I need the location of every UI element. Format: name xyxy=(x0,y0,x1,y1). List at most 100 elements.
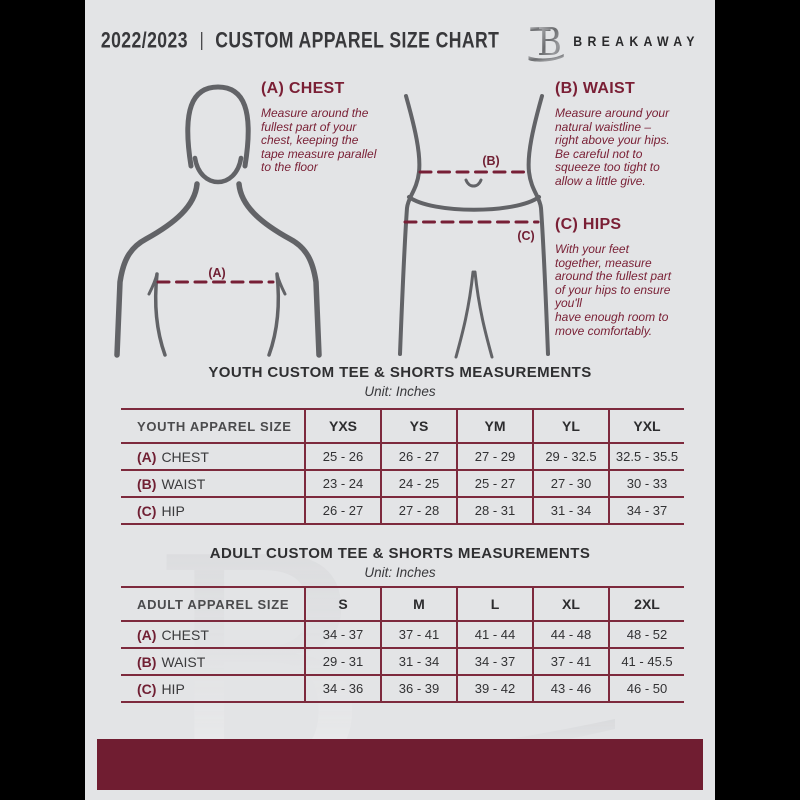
row-prefix: (A) xyxy=(137,448,157,465)
value-cell: 36 - 39 xyxy=(380,676,456,701)
row-label: (A) CHEST xyxy=(121,444,304,469)
adult-unit-label: Unit: Inches xyxy=(364,565,436,580)
youth-section-title: YOUTH CUSTOM TEE & SHORTS MEASUREMENTS xyxy=(208,364,592,381)
row-prefix: (B) xyxy=(137,653,157,670)
table-row-hip: (C) HIP 26 - 27 27 - 28 28 - 31 31 - 34 … xyxy=(121,496,684,523)
chest-figure: (A) xyxy=(114,84,322,358)
waist-heading: (B) WAIST xyxy=(555,80,636,97)
size-header-cell: 2XL xyxy=(608,588,684,620)
right-waist-outline xyxy=(526,94,550,356)
youth-header-row: YOUTH APPAREL SIZE YXS YS YM YL YXL xyxy=(121,410,684,442)
size-header-cell: M xyxy=(380,588,456,620)
value-cell: 23 - 24 xyxy=(304,471,380,496)
right-armpit-crease xyxy=(275,272,287,296)
hips-body: With your feet together, measure around … xyxy=(555,242,672,338)
chest-body: Measure around the fullest part of your … xyxy=(261,106,377,175)
footer-accent-bar xyxy=(97,739,703,790)
col-header-cell: YOUTH APPAREL SIZE xyxy=(137,418,292,434)
value-cell: 41 - 44 xyxy=(456,622,532,647)
chest-heading: (A) CHEST xyxy=(261,80,345,97)
title-divider: | xyxy=(199,30,204,51)
table-row-chest: (A) CHEST 34 - 37 37 - 41 41 - 44 44 - 4… xyxy=(121,620,684,647)
page-title: CUSTOM APPAREL SIZE CHART xyxy=(214,28,500,53)
masthead: 2022/2023 | CUSTOM APPAREL SIZE CHART B xyxy=(85,20,715,62)
size-header-cell: YS xyxy=(380,410,456,442)
waist-marker-label: (B) xyxy=(482,154,499,168)
row-label: (A) CHEST xyxy=(121,622,304,647)
row-prefix: (C) xyxy=(137,502,157,519)
left-armpit-crease xyxy=(147,272,159,296)
row-name: HIP xyxy=(161,502,185,519)
row-name: WAIST xyxy=(161,475,206,492)
hips-heading: (C) HIPS xyxy=(555,216,622,233)
left-shoulder-arm xyxy=(114,181,200,358)
chin-outline xyxy=(192,155,244,185)
value-cell: 29 - 31 xyxy=(304,649,380,674)
adult-header-row: ADULT APPAREL SIZE S M L XL 2XL xyxy=(121,588,684,620)
row-name: WAIST xyxy=(161,653,206,670)
waist-body: Measure around your natural waistline – … xyxy=(555,106,670,188)
chest-marker-label: (A) xyxy=(208,266,225,280)
row-prefix: (B) xyxy=(137,475,157,492)
value-cell: 26 - 27 xyxy=(304,498,380,523)
logo-swoosh xyxy=(528,54,564,62)
waist-hip-figure: (B) (C) xyxy=(398,94,550,359)
value-cell: 43 - 46 xyxy=(532,676,608,701)
row-name: CHEST xyxy=(161,626,209,643)
waist-instructions: (B) WAIST Measure around your natural wa… xyxy=(555,80,713,189)
value-cell: 27 - 28 xyxy=(380,498,456,523)
left-chest-line xyxy=(153,272,167,357)
size-header-cell: YM xyxy=(456,410,532,442)
youth-size-table: YOUTH APPAREL SIZE YXS YS YM YL YXL (A) … xyxy=(121,408,684,525)
value-cell: 48 - 52 xyxy=(608,622,684,647)
right-inner-leg xyxy=(473,270,494,359)
right-chest-line xyxy=(267,272,281,357)
hip-marker-label: (C) xyxy=(517,229,534,243)
table-row-waist: (B) WAIST 29 - 31 31 - 34 34 - 37 37 - 4… xyxy=(121,647,684,674)
hip-curve xyxy=(407,195,541,212)
col-header-cell: ADULT APPAREL SIZE xyxy=(137,596,290,612)
value-cell: 34 - 37 xyxy=(608,498,684,523)
season-label: 2022/2023 xyxy=(100,28,188,53)
left-inner-leg xyxy=(454,270,475,359)
brand-name: BREAKAWAY xyxy=(572,33,700,49)
table-row-waist: (B) WAIST 23 - 24 24 - 25 25 - 27 27 - 3… xyxy=(121,469,684,496)
row-name: CHEST xyxy=(161,448,209,465)
head-outline xyxy=(185,84,251,169)
value-cell: 29 - 32.5 xyxy=(532,444,608,469)
row-prefix: (A) xyxy=(137,626,157,643)
value-cell: 39 - 42 xyxy=(456,676,532,701)
row-label: (B) WAIST xyxy=(121,471,304,496)
logo-letter: B xyxy=(537,21,562,62)
value-cell: 30 - 33 xyxy=(608,471,684,496)
size-chart-page: B 2022/2023 | CUSTOM APPAREL SIZE CHART xyxy=(85,0,715,800)
table-row-chest: (A) CHEST 25 - 26 26 - 27 27 - 29 29 - 3… xyxy=(121,442,684,469)
adult-size-table: ADULT APPAREL SIZE S M L XL 2XL (A) CHES… xyxy=(121,586,684,703)
value-cell: 32.5 - 35.5 xyxy=(608,444,684,469)
value-cell: 31 - 34 xyxy=(532,498,608,523)
row-name: HIP xyxy=(161,680,185,697)
value-cell: 37 - 41 xyxy=(380,622,456,647)
hips-instructions: (C) HIPS With your feet together, measur… xyxy=(555,216,715,338)
row-label: (C) HIP xyxy=(121,498,304,523)
breakaway-logo-icon: B xyxy=(528,21,564,62)
table-row-hip: (C) HIP 34 - 36 36 - 39 39 - 42 43 - 46 … xyxy=(121,674,684,701)
value-cell: 26 - 27 xyxy=(380,444,456,469)
value-cell: 27 - 30 xyxy=(532,471,608,496)
size-header-cell: S xyxy=(304,588,380,620)
row-prefix: (C) xyxy=(137,680,157,697)
value-cell: 46 - 50 xyxy=(608,676,684,701)
value-cell: 25 - 26 xyxy=(304,444,380,469)
value-cell: 34 - 37 xyxy=(456,649,532,674)
chest-instructions: (A) CHEST Measure around the fullest par… xyxy=(261,80,417,175)
youth-unit-label: Unit: Inches xyxy=(364,384,436,399)
value-cell: 37 - 41 xyxy=(532,649,608,674)
value-cell: 34 - 37 xyxy=(304,622,380,647)
size-header-cell: YL xyxy=(532,410,608,442)
right-shoulder-arm xyxy=(236,181,322,358)
value-cell: 28 - 31 xyxy=(456,498,532,523)
value-cell: 44 - 48 xyxy=(532,622,608,647)
size-header-cell: YXL xyxy=(608,410,684,442)
value-cell: 31 - 34 xyxy=(380,649,456,674)
